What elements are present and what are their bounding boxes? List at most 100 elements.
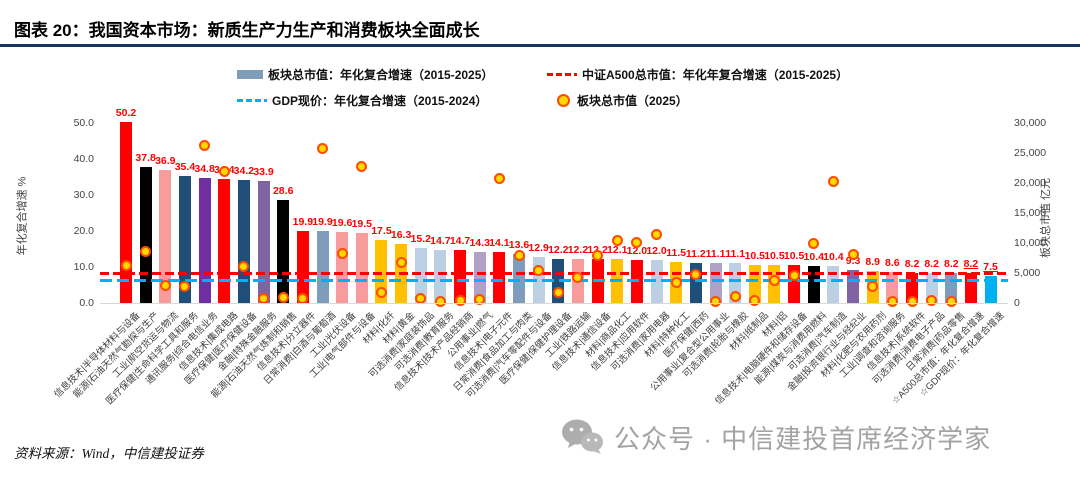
bar-value-label: 19.9 — [292, 216, 314, 229]
bar-value-label: 37.8 — [135, 151, 156, 164]
y-tick-left: 10.0 — [73, 261, 94, 273]
bar-value-label: 19.9 — [312, 216, 333, 229]
ref-line-gdp — [100, 279, 1008, 282]
market-cap-dot — [651, 229, 663, 241]
market-cap-dot — [533, 264, 545, 276]
y-tick-right: 15,000 — [1014, 207, 1047, 219]
bar — [355, 232, 368, 303]
y-tick-left: 20.0 — [73, 225, 94, 237]
market-cap-dot — [375, 287, 387, 299]
legend-red-dash-icon — [547, 72, 577, 76]
market-cap-dot — [356, 161, 368, 173]
legend-blue-dash-icon — [237, 98, 267, 102]
market-cap-dot — [768, 274, 780, 286]
market-cap-dot — [454, 294, 466, 306]
title-divider — [0, 44, 1080, 47]
bar — [159, 170, 172, 303]
market-cap-dot — [238, 260, 250, 272]
bar — [336, 232, 349, 303]
market-cap-dot — [847, 248, 859, 260]
market-cap-dot — [317, 142, 328, 154]
market-cap-dot — [513, 249, 525, 261]
bar-value-label: 8.2 — [904, 258, 920, 271]
market-cap-dot — [277, 291, 289, 303]
bar — [237, 179, 250, 303]
bar-value-label: 15.2 — [410, 233, 431, 246]
bar-value-label: 12.0 — [646, 244, 667, 257]
bar-value-label: 34.8 — [194, 162, 215, 175]
bar-value-label: 12.0 — [626, 244, 648, 257]
bar — [434, 250, 447, 303]
y-tick-right: 25,000 — [1014, 147, 1047, 159]
legend-label: 板块总市值（2025） — [577, 93, 688, 108]
market-cap-dot — [926, 294, 938, 306]
bar-value-label: 8.2 — [963, 258, 979, 271]
legend-item-a500-line: 中证A500总市值：年化年复合增速（2015-2025） — [547, 66, 848, 82]
market-cap-dot — [729, 290, 741, 302]
y-tick-left: 0.0 — [79, 297, 94, 309]
market-cap-dot — [218, 165, 230, 177]
bar — [316, 231, 329, 303]
bar-value-label: 35.4 — [174, 160, 196, 173]
market-cap-dot — [159, 279, 171, 291]
bar — [178, 175, 191, 303]
market-cap-dot — [886, 296, 898, 308]
watermark-text: 公众号 · 中信建投首席经济学家 — [614, 423, 992, 454]
bar-value-label: 10.5 — [744, 250, 766, 263]
legend-label: GDP现价：年化复合增速（2015-2024） — [272, 93, 488, 108]
market-cap-dot — [945, 295, 957, 307]
market-cap-dot — [336, 248, 348, 260]
bar-value-label: 19.5 — [351, 217, 373, 230]
wechat-icon — [562, 419, 603, 454]
market-cap-dot — [199, 139, 211, 151]
bar-value-label: 14.7 — [430, 235, 451, 248]
bar-value-label: 10.4 — [823, 250, 844, 263]
market-cap-dot — [493, 173, 505, 185]
bar-value-label: 11.5 — [666, 246, 687, 259]
market-cap-dot — [179, 280, 191, 292]
bar — [454, 250, 467, 303]
chart-title: 图表 20：我国资本市场：新质生产力生产和消费板块全面成长 — [14, 21, 480, 40]
left-axis-title: 年化复合增速 % — [16, 176, 29, 256]
bar — [218, 179, 231, 303]
bar-value-label: 50.2 — [115, 107, 137, 120]
market-cap-dot — [474, 294, 486, 306]
bar — [414, 248, 427, 303]
bar-value-label: 8.2 — [924, 258, 939, 271]
market-cap-dot — [611, 235, 623, 247]
market-cap-dot — [592, 249, 604, 261]
bar — [984, 276, 997, 303]
bar-value-label: 33.9 — [253, 165, 274, 178]
market-cap-dot — [827, 175, 839, 187]
market-cap-dot — [788, 269, 800, 281]
y-tick-right: 30,000 — [1014, 117, 1047, 129]
bar-value-label: 14.3 — [469, 236, 490, 249]
y-tick-right: 20,000 — [1014, 177, 1047, 189]
legend-bar-swatch — [237, 69, 263, 79]
market-cap-dot — [395, 257, 407, 269]
bar-value-label: 11.2 — [685, 247, 706, 260]
y-tick-left: 30.0 — [73, 189, 94, 201]
bar-value-label: 19.6 — [331, 217, 353, 230]
y-tick-left: 40.0 — [73, 153, 94, 165]
y-tick-right: 5,000 — [1014, 267, 1041, 279]
watermark: 公众号 · 中信建投首席经济学家 — [560, 418, 991, 456]
bar — [493, 252, 506, 303]
market-cap-dot — [631, 236, 643, 248]
bar-value-label: 12.9 — [528, 241, 549, 254]
bar-value-label: 7.5 — [983, 261, 998, 273]
legend-dot-icon — [557, 93, 570, 107]
market-cap-dot — [710, 296, 721, 308]
bar — [847, 269, 860, 303]
bar-value-label: 11.1 — [725, 248, 746, 261]
y-tick-right: 0 — [1014, 297, 1020, 309]
y-tick-left: 50.0 — [73, 117, 94, 129]
bar-value-label: 14.7 — [449, 235, 471, 248]
bar — [827, 265, 840, 303]
market-cap-dot — [867, 280, 879, 292]
bar-value-label: 13.6 — [508, 239, 530, 252]
bar — [473, 251, 486, 303]
market-cap-dot — [749, 294, 761, 306]
legend-item-sector-cagr: 板块总市值：年化复合增速（2015-2025） — [237, 66, 493, 82]
market-cap-dot — [434, 296, 446, 308]
